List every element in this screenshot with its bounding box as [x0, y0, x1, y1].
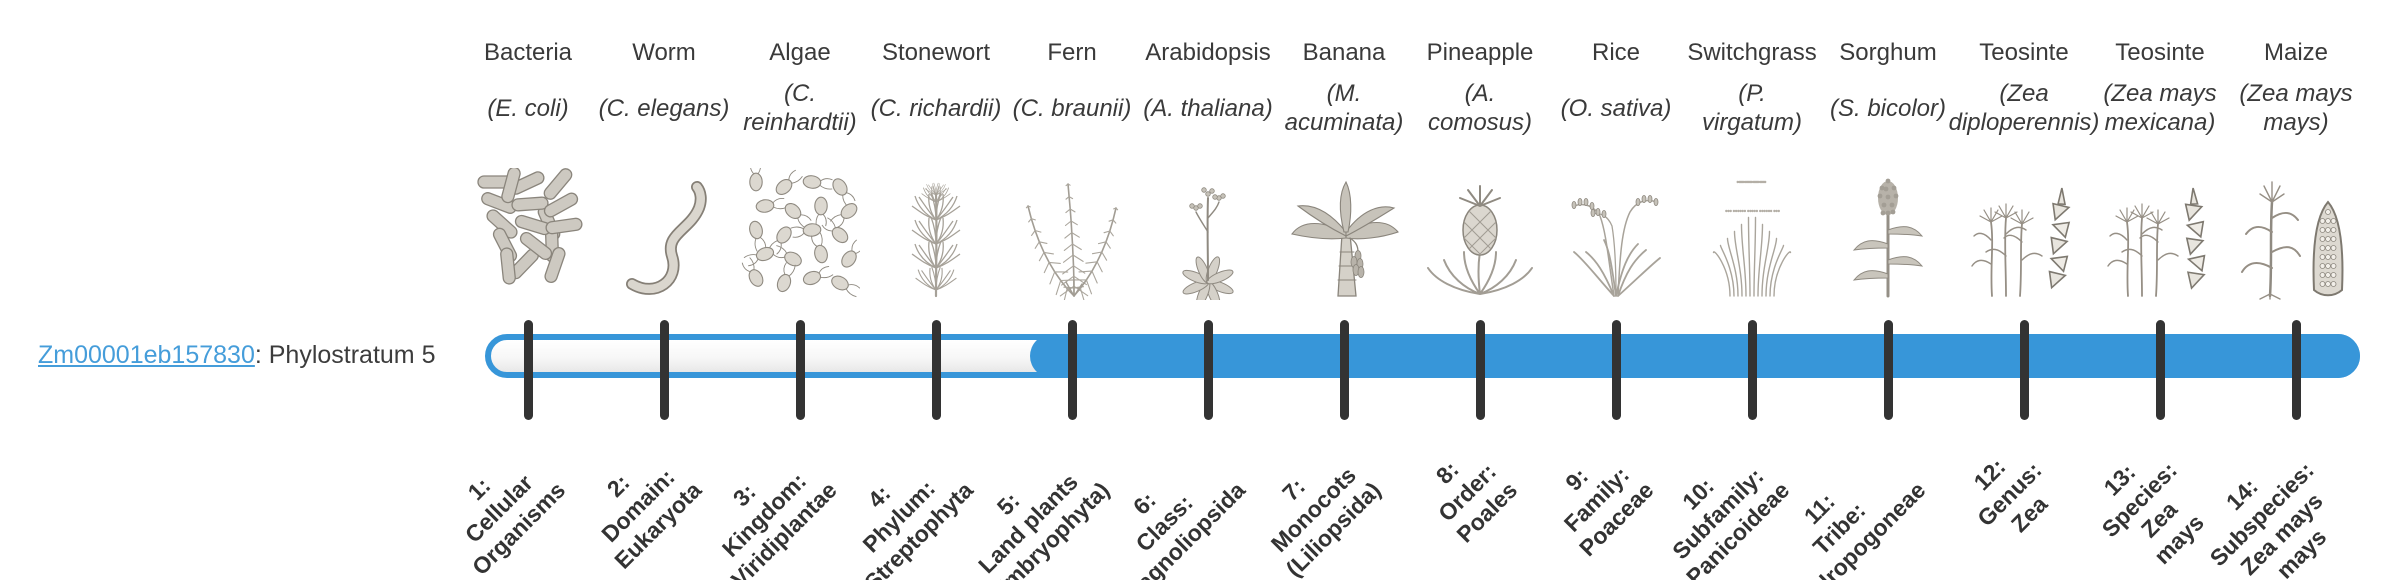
- stratum-tick: [795, 320, 805, 420]
- stratum-tick: [2155, 320, 2165, 420]
- species-line: (C. braunii): [1012, 94, 1132, 122]
- arabidopsis-illustration: [1140, 166, 1276, 300]
- species-line: (C. richardii): [870, 94, 1002, 122]
- organism-common-name: Pineapple: [1426, 39, 1534, 66]
- organism-common-name: Switchgrass: [1687, 39, 1817, 66]
- organism-species-name: (Zea mays mexicana): [2092, 72, 2228, 144]
- teosinte-mexicana-illustration: [2092, 166, 2228, 300]
- organism-species-name: (O. sativa): [1548, 72, 1684, 144]
- species-line: (M.: [1326, 80, 1362, 107]
- stratum-tick: [2291, 320, 2301, 420]
- stratum-tick: [1067, 320, 1077, 420]
- stonewort-illustration: [868, 166, 1004, 300]
- species-line: (Zea: [1999, 80, 2049, 107]
- organism-species-name: (C. richardii): [868, 72, 1004, 144]
- organism-species-name: (C. reinhardtii): [732, 72, 868, 144]
- stratum-tick-label: 8: Order: Poales: [1411, 436, 1523, 548]
- organism-common-name: Banana: [1302, 39, 1386, 66]
- organism-species-name: (E. coli): [460, 72, 596, 144]
- species-line: (P.: [1738, 80, 1766, 107]
- species-line: acuminata): [1284, 109, 1404, 136]
- organism-common-name: Stonewort: [881, 39, 991, 66]
- stratum-tick: [523, 320, 533, 420]
- stratum-tick-label: 6: Class: Magnoliopsida: [1078, 436, 1251, 580]
- organism-common-name: Teosinte: [2115, 39, 2205, 66]
- stratum-tick: [659, 320, 669, 420]
- organism-common-name: Algae: [769, 39, 831, 66]
- fern-illustration: [1004, 166, 1140, 300]
- pineapple-illustration: [1412, 166, 1548, 300]
- species-line: (Zea mays: [2103, 80, 2217, 107]
- worm-illustration: [596, 166, 732, 300]
- organism-common-name: Bacteria: [483, 39, 573, 66]
- organism-common-name: Arabidopsis: [1145, 39, 1271, 66]
- rice-illustration: [1548, 166, 1684, 300]
- organism-species-name: (P. virgatum): [1684, 72, 1820, 144]
- gene-id-link[interactable]: Zm00001eb157830: [38, 341, 255, 369]
- stratum-tick-label: 3: Kingdom: Viridiplantae: [686, 436, 843, 580]
- organism-common-name: Fern: [1047, 39, 1097, 66]
- sorghum-illustration: [1820, 166, 1956, 300]
- organism-common-name: Teosinte: [1979, 39, 2069, 66]
- stratum-tick-label: 13: Species: Zea mays: [2077, 436, 2223, 580]
- stratum-tick-label: 9: Family: Poaceae: [1533, 436, 1658, 561]
- organism-common-name: Rice: [1591, 39, 1640, 66]
- stratum-tick: [1747, 320, 1757, 420]
- species-line: mexicana): [2104, 109, 2216, 136]
- stratum-tick-label: 7: Monocots (Liliopsida): [1241, 436, 1387, 580]
- stratum-tick-label: 2: Domain: Eukaryota: [569, 436, 707, 574]
- stratum-tick: [1883, 320, 1893, 420]
- species-line: (A. thaliana): [1143, 94, 1273, 122]
- species-line: mays): [2263, 109, 2329, 136]
- organism-species-name: (M. acuminata): [1276, 72, 1412, 144]
- organism-species-name: (A. thaliana): [1140, 72, 1276, 144]
- species-line: virgatum): [1701, 109, 1803, 136]
- species-line: (Zea mays: [2239, 80, 2353, 107]
- stratum-tick-label: 12: Genus: Zea: [1951, 436, 2066, 551]
- species-line: (O. sativa): [1560, 94, 1672, 122]
- bacteria-illustration: [460, 166, 596, 300]
- organism-common-name: Sorghum: [1839, 39, 1937, 66]
- stratum-tick: [2019, 320, 2029, 420]
- organism-species-name: (S. bicolor): [1820, 72, 1956, 144]
- phylostrata-bar-fill: [1030, 334, 2360, 378]
- stratum-tick: [1611, 320, 1621, 420]
- organism-species-name: (A. comosus): [1412, 72, 1548, 144]
- species-line: (S. bicolor): [1829, 94, 1947, 122]
- stratum-tick: [1475, 320, 1485, 420]
- stratum-tick: [1203, 320, 1213, 420]
- stratum-tick-label: 14: Subspecies: Zea mays mays: [2184, 436, 2359, 580]
- organism-species-name: (C. elegans): [596, 72, 732, 144]
- stratum-tick-label: 1: Cellular Organisms: [426, 436, 570, 580]
- species-line: (C. elegans): [598, 94, 730, 122]
- stratum-tick: [931, 320, 941, 420]
- maize-illustration: [2228, 166, 2364, 300]
- organism-species-name: (Zea mays mays): [2228, 72, 2364, 144]
- species-line: reinhardtii): [743, 109, 857, 136]
- species-line: (A.: [1464, 80, 1496, 107]
- stratum-tick: [1339, 320, 1349, 420]
- species-line: comosus): [1427, 109, 1533, 136]
- banana-illustration: [1276, 166, 1412, 300]
- gene-phylostratum-label: Zm00001eb157830: Phylostratum 5: [38, 341, 436, 370]
- phylostratum-suffix: : Phylostratum 5: [254, 341, 436, 369]
- species-line: (E. coli): [487, 94, 569, 122]
- organism-common-name: Maize: [2263, 39, 2329, 66]
- organism-species-name: (Zea diploperennis): [1949, 72, 2100, 144]
- species-line: (C.: [784, 80, 816, 107]
- organism-common-name: Worm: [632, 39, 696, 66]
- algae-illustration: [732, 166, 868, 300]
- switchgrass-illustration: [1684, 166, 1820, 300]
- organism-species-name: (C. braunii): [1004, 72, 1140, 144]
- teosinte-diploperennis-illustration: [1956, 166, 2092, 300]
- species-line: diploperennis): [1948, 109, 2100, 136]
